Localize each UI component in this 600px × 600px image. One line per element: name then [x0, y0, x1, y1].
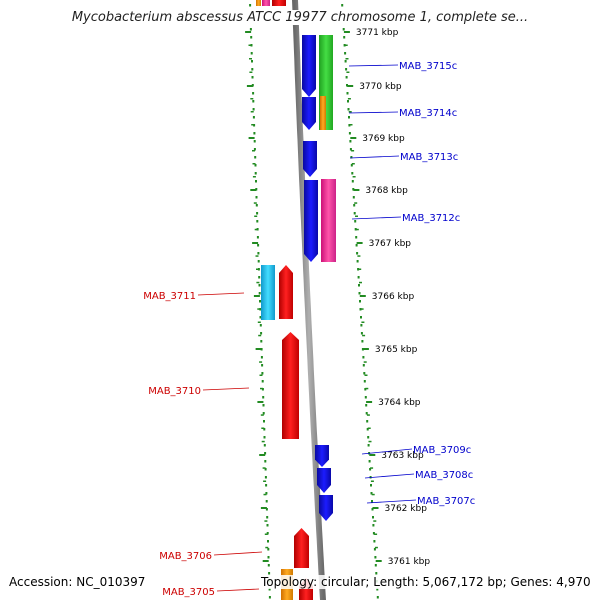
gene-mab-3711-label[interactable]: MAB_3711	[143, 291, 196, 302]
ruler-tick-right	[369, 454, 376, 456]
ruler-tick-right	[353, 189, 360, 191]
gene-mab-3706-label[interactable]: MAB_3706	[159, 551, 212, 562]
ruler-tick-left	[257, 401, 264, 403]
gene-mab-3709c-label[interactable]: MAB_3709c	[413, 445, 471, 456]
label-layer: 3771 kbp 3770 kbp 3769 kbp 3768 kbp 3767 kbp…	[143, 28, 475, 598]
gene-mab-3715c-label[interactable]: MAB_3715c	[399, 61, 457, 72]
ruler-tick-right	[375, 560, 382, 562]
ruler-layer	[245, 4, 382, 599]
ruler-tick-label: 3770 kbp	[359, 82, 402, 92]
gene-mab-3712c-leader-line	[351, 216, 402, 220]
ruler-tick-left	[252, 242, 259, 244]
ruler-tick-label: 3762 kbp	[385, 504, 428, 514]
gene-mab-3712c-label[interactable]: MAB_3712c	[402, 213, 460, 224]
gene-mab-3713c-leader-line	[349, 155, 400, 159]
gene-mab-3711-leader-line	[197, 292, 245, 296]
gene-mab-3708c-leader-line	[364, 473, 415, 479]
gene-mab-3707c-label[interactable]: MAB_3707c	[417, 496, 475, 507]
ruler-tick-right	[347, 85, 354, 87]
ruler-tick-left	[248, 137, 255, 139]
gene-mab-3710-leader-line	[202, 387, 250, 391]
ruler-left-dots	[245, 4, 271, 599]
ruler-tick-label: 3769 kbp	[362, 134, 405, 144]
ruler-tick-label: 3766 kbp	[372, 292, 415, 302]
feature-magenta-3712[interactable]	[321, 179, 336, 262]
gene-mab-3709c-leader-line	[361, 448, 413, 455]
ruler-tick-left	[260, 507, 267, 509]
gene-mab-3714c-label[interactable]: MAB_3714c	[399, 108, 457, 119]
gene-mab-3708c-label[interactable]: MAB_3708c	[415, 470, 473, 481]
ruler-tick-right	[350, 137, 357, 139]
ruler-tick-right	[359, 295, 366, 297]
gene-mab-3712c-glyph[interactable]	[304, 180, 318, 262]
ruler-tick-label: 3767 kbp	[369, 239, 412, 249]
ruler-tick-right	[343, 31, 350, 33]
chromosome-backbone	[291, 0, 327, 600]
gene-mab-3707c-glyph[interactable]	[319, 495, 333, 521]
ruler-right-dots	[341, 4, 382, 599]
genome-summary-text: Topology: circular; Length: 5,067,172 bp…	[261, 575, 591, 589]
ruler-tick-left	[262, 560, 269, 562]
gene-mab-3714c-glyph[interactable]	[302, 97, 316, 130]
ruler-tick-label: 3768 kbp	[365, 186, 408, 196]
gene-mab-3706-glyph[interactable]	[294, 528, 309, 568]
gene-mab-3709c-glyph[interactable]	[315, 445, 329, 467]
feature-layer	[256, 0, 336, 600]
gene-mab-3708c-glyph[interactable]	[317, 468, 331, 493]
ruler-tick-left	[245, 31, 252, 33]
ruler-tick-label: 3763 kbp	[381, 451, 424, 461]
feature-cyan-3711[interactable]	[261, 265, 275, 320]
ruler-tick-label: 3761 kbp	[388, 557, 431, 567]
feature-red-top[interactable]	[272, 0, 286, 6]
feature-orange-3714[interactable]	[320, 96, 326, 130]
gene-mab-3711-glyph[interactable]	[279, 265, 293, 319]
gene-mab-3713c-label[interactable]: MAB_3713c	[400, 152, 458, 163]
gene-mab-3705-label[interactable]: MAB_3705	[162, 587, 215, 598]
feature-orange-top[interactable]	[256, 0, 261, 6]
ruler-tick-right	[362, 348, 369, 350]
accession-text: Accession: NC_010397	[9, 575, 146, 589]
gene-mab-3713c-glyph[interactable]	[303, 141, 317, 177]
map-title: Mycobacterium abscessus ATCC 19977 chrom…	[0, 10, 600, 25]
ruler-tick-label: 3764 kbp	[378, 398, 421, 408]
gene-mab-3707c-leader-line	[366, 499, 417, 504]
gene-mab-3714c-leader-line	[348, 111, 399, 114]
backbone-layer	[291, 0, 327, 600]
ruler-tick-left	[250, 189, 257, 191]
ruler-tick-right	[356, 242, 363, 244]
ruler-tick-left	[246, 85, 253, 87]
ruler-tick-right	[366, 401, 373, 403]
ruler-tick-label: 3771 kbp	[356, 28, 399, 38]
feature-pink-top[interactable]	[262, 0, 270, 6]
ruler-tick-left	[255, 348, 262, 350]
ruler-tick-left	[253, 295, 260, 297]
gene-mab-3715c-leader-line	[348, 64, 399, 67]
gene-mab-3715c-glyph[interactable]	[302, 35, 316, 97]
ruler-tick-left	[259, 454, 266, 456]
gene-mab-3710-glyph[interactable]	[282, 332, 299, 439]
gene-mab-3706-leader-line	[213, 551, 263, 556]
gene-mab-3705-leader-line	[216, 588, 260, 592]
ruler-tick-label: 3765 kbp	[375, 345, 418, 355]
feature-green-3715[interactable]	[319, 35, 333, 97]
ruler-tick-right	[372, 507, 379, 509]
gene-mab-3710-label[interactable]: MAB_3710	[148, 386, 201, 397]
